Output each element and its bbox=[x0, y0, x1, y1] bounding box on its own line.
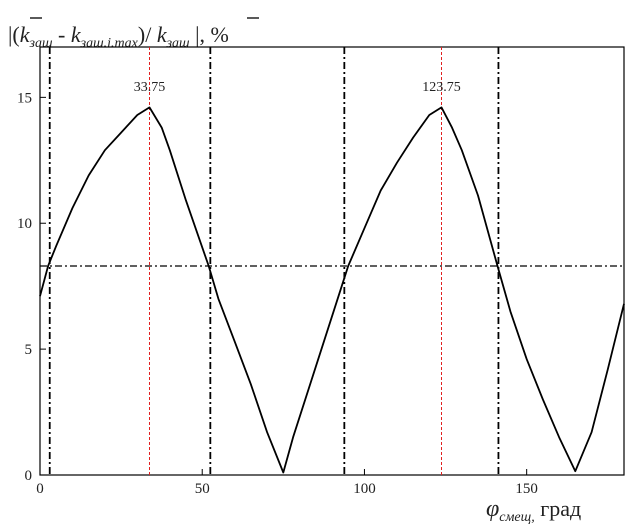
title-open: |( bbox=[8, 22, 20, 47]
plot-area bbox=[39, 46, 625, 476]
annotation-1: 123.75 bbox=[422, 80, 461, 95]
x-tick-label-3: 150 bbox=[515, 481, 538, 497]
title-tail: |, % bbox=[190, 22, 229, 47]
x-tick-label-0: 0 bbox=[36, 481, 44, 497]
x-axis-label: φсмещ, град bbox=[486, 496, 581, 525]
x-axis-sub: смещ, bbox=[499, 510, 534, 525]
title-minus: - bbox=[53, 22, 71, 47]
title-sub-2: заш.i.max bbox=[80, 36, 139, 51]
title-k-bar-1: k bbox=[20, 22, 31, 47]
title-k-bar-3: k bbox=[157, 22, 168, 47]
y-tick-label-3: 15 bbox=[17, 90, 32, 106]
x-tick-label-1: 50 bbox=[195, 481, 210, 497]
x-axis-symbol: φ bbox=[486, 496, 499, 522]
title-k-2: k bbox=[71, 22, 82, 47]
title-sub-3: заш bbox=[166, 36, 190, 51]
x-axis-unit: град bbox=[535, 496, 581, 521]
y-tick-label-0: 0 bbox=[25, 468, 33, 484]
x-tick-label-2: 100 bbox=[353, 481, 376, 497]
y-tick-label-1: 5 bbox=[25, 342, 33, 358]
annotation-0: 33.75 bbox=[134, 80, 166, 95]
y-tick-label-2: 10 bbox=[17, 216, 32, 232]
title-slash: )/ bbox=[138, 22, 157, 47]
series-line-0 bbox=[39, 106, 625, 474]
